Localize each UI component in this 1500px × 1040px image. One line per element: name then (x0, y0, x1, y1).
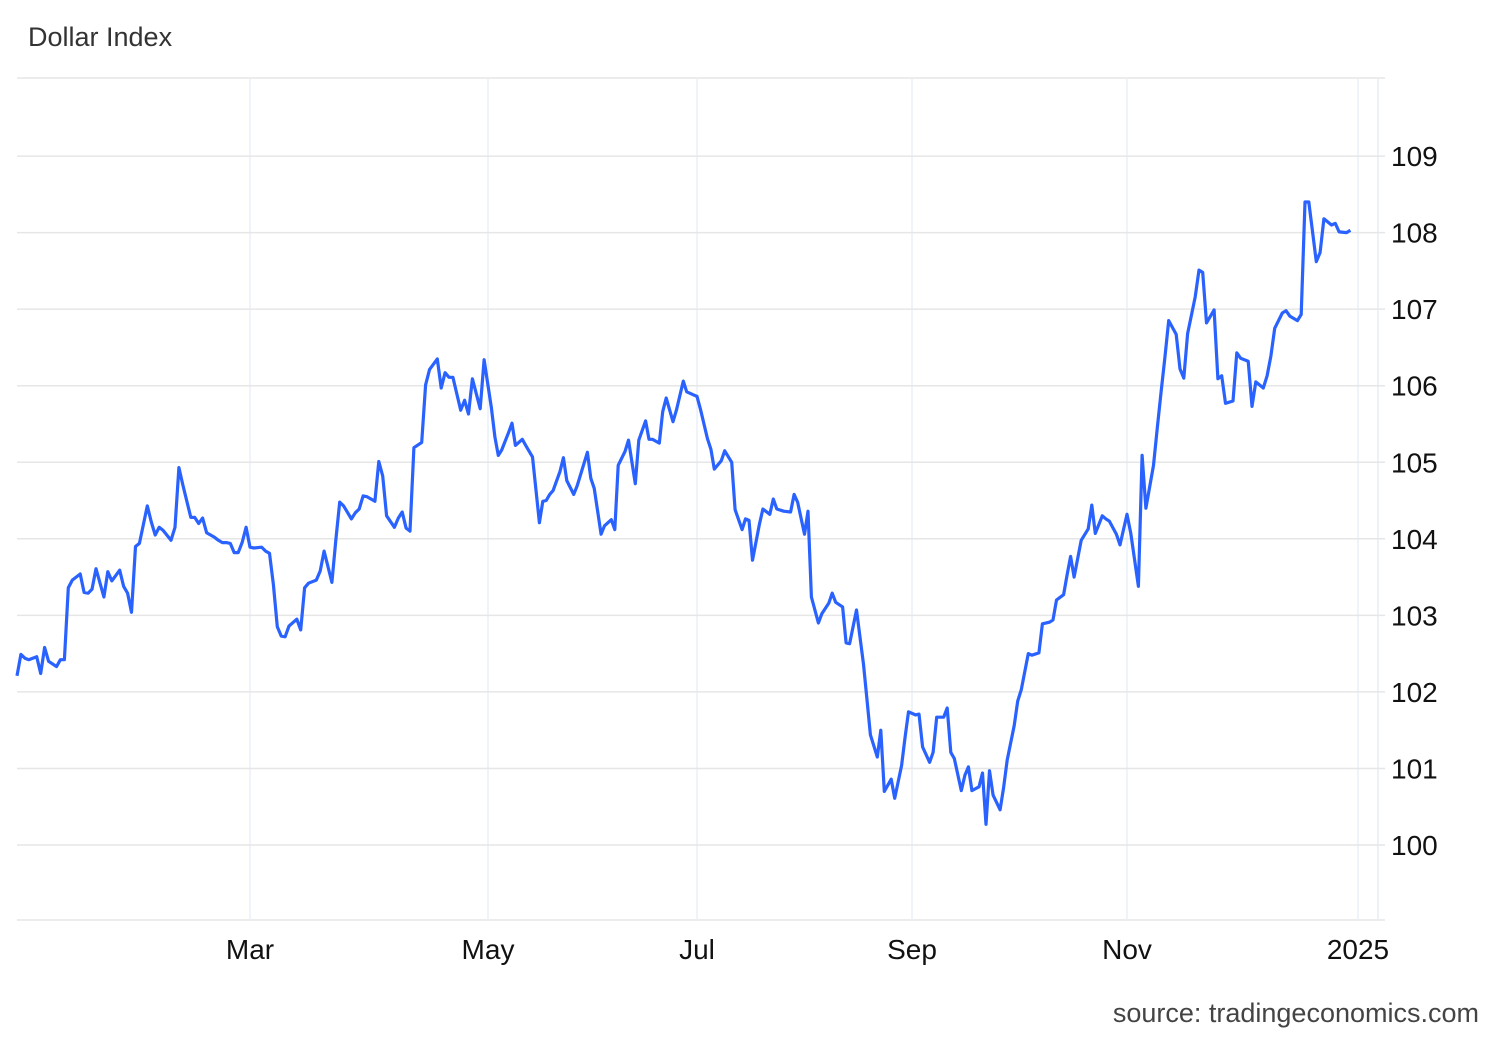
x-tick-label: Nov (1102, 934, 1152, 965)
x-tick-label: Jul (679, 934, 715, 965)
source-label: source: tradingeconomics.com (1112, 998, 1479, 1028)
y-tick-label: 109 (1391, 141, 1438, 172)
y-tick-label: 103 (1391, 600, 1438, 631)
y-tick-label: 107 (1391, 294, 1438, 325)
x-tick-label: 2025 (1327, 934, 1389, 965)
x-tick-label: May (462, 934, 515, 965)
x-tick-label: Mar (226, 934, 274, 965)
x-tick-label: Sep (887, 934, 937, 965)
y-tick-label: 101 (1391, 753, 1438, 784)
chart-title: Dollar Index (28, 22, 173, 52)
y-tick-label: 100 (1391, 830, 1438, 861)
y-tick-label: 102 (1391, 677, 1438, 708)
y-tick-label: 106 (1391, 371, 1438, 402)
dollar-index-line (15, 200, 1352, 826)
y-tick-label: 108 (1391, 218, 1438, 249)
y-tick-label: 104 (1391, 524, 1438, 555)
y-tick-label: 105 (1391, 447, 1438, 478)
